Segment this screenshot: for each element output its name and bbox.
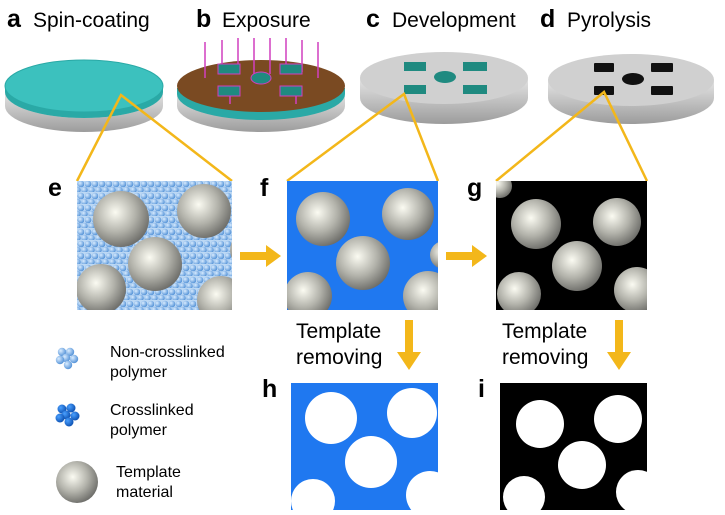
disk-exposure: [177, 38, 345, 132]
arrow-g-to-i: [607, 320, 631, 370]
step-b-letter: b: [196, 5, 211, 33]
panel-e-image: [77, 181, 232, 310]
legend-template-material-icon: [56, 461, 98, 503]
template-removing-g-line2: removing: [502, 346, 588, 369]
legend-non-crosslinked-icon: [55, 347, 79, 370]
step-b-label: Exposure: [222, 9, 311, 32]
template-removing-f-line2: removing: [296, 346, 382, 369]
panel-f-image: [287, 181, 438, 310]
legend-template-material-line2: material: [116, 484, 173, 501]
template-removing-f-line1: Template: [296, 320, 381, 343]
step-a-label: Spin-coating: [33, 9, 150, 32]
legend-non-crosslinked-line1: Non-crosslinked: [110, 344, 225, 361]
disk-development: [360, 52, 528, 124]
arrow-f-to-h: [397, 320, 421, 370]
step-c-label: Development: [392, 9, 516, 32]
legend-non-crosslinked-line2: polymer: [110, 364, 168, 381]
disk-spin-coating: [4, 59, 164, 132]
step-c-letter: c: [366, 5, 380, 33]
legend-crosslinked-icon: [55, 403, 80, 427]
legend-template-material-line1: Template: [116, 464, 181, 481]
legend-crosslinked-line1: Crosslinked: [110, 402, 194, 419]
panel-i-letter: i: [478, 375, 485, 403]
step-d-letter: d: [540, 5, 555, 33]
step-d-label: Pyrolysis: [567, 9, 651, 32]
panel-e-letter: e: [48, 174, 62, 202]
panel-g-image: [496, 181, 647, 310]
panel-h-image: [291, 383, 438, 510]
panel-h-letter: h: [262, 375, 277, 403]
disk-pyrolysis: [548, 54, 714, 124]
panel-g-letter: g: [467, 174, 482, 202]
panel-i-image: [500, 383, 647, 510]
panel-f-letter: f: [260, 174, 269, 202]
arrow-f-to-g: [446, 245, 487, 267]
zoom-lines: [75, 90, 649, 183]
arrow-e-to-f: [240, 245, 281, 267]
legend-crosslinked-line2: polymer: [110, 422, 168, 439]
template-removing-g-line1: Template: [502, 320, 587, 343]
step-a-letter: a: [7, 5, 22, 33]
